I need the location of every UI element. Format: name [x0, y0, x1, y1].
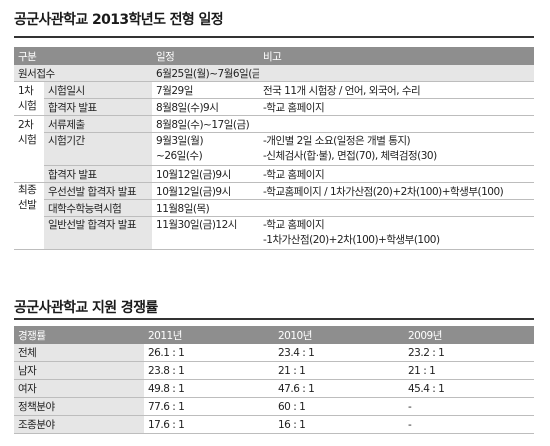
cell-2009: 21 : 1: [404, 361, 534, 380]
row-date: 10월12일(금)9시: [152, 182, 260, 200]
competition-table: 경쟁률 2011년 2010년 2009년 전체 26.1 : 1 23.4 :…: [14, 326, 534, 434]
row-item: 합격자 발표: [44, 98, 153, 116]
table-row: 조종분야 17.6 : 1 16 : 1 -: [14, 415, 534, 434]
cell-2010: 16 : 1: [274, 415, 404, 434]
group-line-2: 시험: [18, 99, 37, 112]
header-2009: 2009년: [404, 326, 534, 344]
group-line-1: 최종: [18, 184, 37, 196]
header-schedule: 일정: [152, 47, 260, 65]
competition-title-rule: [14, 318, 534, 320]
row-note: [259, 65, 535, 82]
row-date: 6월25일(월)~7월6일(금): [152, 65, 260, 82]
table-row: 정책분야 77.6 : 1 60 : 1 -: [14, 397, 534, 416]
table-row: 전체 26.1 : 1 23.4 : 1 23.2 : 1: [14, 344, 534, 362]
group-line-2: 선발: [18, 199, 37, 211]
cell-2009: -: [404, 415, 534, 434]
row-label: 여자: [14, 379, 144, 398]
cell-2010: 21 : 1: [274, 361, 404, 380]
table-row: 남자 23.8 : 1 21 : 1 21 : 1: [14, 361, 534, 380]
row-note: -학교 홈페이지: [259, 98, 535, 116]
table-row: 시험 시험기간 9월3일(월) ~26일(수) -개인별 2일 소요(일정은 개…: [14, 132, 535, 183]
row-date-multiline: 9월3일(월) ~26일(수): [152, 132, 260, 166]
row-note-multiline: -학교 홈페이지 -1차가산점(20)+2차(100)+학생부(100): [259, 216, 535, 250]
table-row: 원서접수 6월25일(월)~7월6일(금): [14, 65, 535, 82]
row-item: 일반선발 합격자 발표: [44, 216, 153, 250]
row-item: 우선선발 합격자 발표: [44, 182, 153, 200]
row-item: 합격자 발표: [44, 165, 153, 183]
group-label-final: 최종 선발: [14, 182, 44, 250]
header-category: 구분: [14, 47, 153, 65]
header-2011: 2011년: [144, 326, 274, 344]
competition-title: 공군사관학교 지원 경쟁률: [14, 300, 158, 316]
row-label: 전체: [14, 344, 144, 362]
table-row: 대학수학능력시험 11월8일(목): [14, 199, 535, 217]
row-note: -학교 홈페이지: [259, 165, 535, 183]
row-item: 시험기간: [44, 132, 153, 166]
note-line-1: -학교 홈페이지: [263, 219, 325, 231]
note-line-2: -신체검사(합·불), 면접(70), 체력검정(30): [263, 150, 437, 162]
competition-header-row: 경쟁률 2011년 2010년 2009년: [14, 326, 534, 344]
cell-2011: 49.8 : 1: [144, 379, 274, 398]
cell-2010: 23.4 : 1: [274, 344, 404, 362]
date-line-2: ~26일(수): [156, 150, 203, 162]
header-2010: 2010년: [274, 326, 404, 344]
table-row: 최종 선발 우선선발 합격자 발표 10월12일(금)9시 -학교홈페이지 / …: [14, 182, 535, 250]
row-label: 남자: [14, 361, 144, 380]
row-date: 11월30일(금)12시: [152, 216, 260, 250]
cell-2010: 60 : 1: [274, 397, 404, 416]
group-label-first-exam: 1차 시험: [14, 81, 44, 116]
cell-2011: 17.6 : 1: [144, 415, 274, 434]
group-line-1: 1차: [18, 84, 34, 97]
row-date: 8월8일(수)~17일(금): [152, 115, 260, 133]
row-item: 서류제출: [44, 115, 153, 133]
row-label: 정책분야: [14, 397, 144, 416]
row-note: [259, 199, 535, 217]
table-row: 1차 시험 시험일시 7월29일 전국 11개 시험장 / 언어, 외국어, 수…: [14, 81, 535, 116]
row-item: 대학수학능력시험: [44, 199, 153, 217]
header-note: 비고: [259, 47, 535, 65]
table-row: 합격자 발표 8월8일(수)9시 -학교 홈페이지: [14, 98, 535, 116]
note-line-2: -1차가산점(20)+2차(100)+학생부(100): [263, 234, 440, 246]
header-ratio: 경쟁률: [14, 326, 144, 344]
group-label-second-exam-bottom: 시험: [14, 132, 44, 183]
row-date: 10월12일(금)9시: [152, 165, 260, 183]
cell-2009: 23.2 : 1: [404, 344, 534, 362]
row-group-label: 원서접수: [14, 65, 153, 82]
cell-2010: 47.6 : 1: [274, 379, 404, 398]
row-label: 조종분야: [14, 415, 144, 434]
schedule-header-row: 구분 일정 비고: [14, 47, 535, 65]
row-note: 전국 11개 시험장 / 언어, 외국어, 수리: [259, 81, 535, 99]
date-line-1: 9월3일(월): [156, 135, 204, 147]
note-line-1: -개인별 2일 소요(일정은 개별 통지): [263, 135, 411, 147]
table-row: 합격자 발표 10월12일(금)9시 -학교 홈페이지: [14, 165, 535, 183]
row-note: [259, 115, 535, 133]
cell-2009: 45.4 : 1: [404, 379, 534, 398]
cell-2011: 23.8 : 1: [144, 361, 274, 380]
row-date: 7월29일: [152, 81, 260, 99]
row-item: 시험일시: [44, 81, 153, 99]
schedule-title-rule: [14, 36, 534, 38]
row-date: 11월8일(목): [152, 199, 260, 217]
cell-2011: 26.1 : 1: [144, 344, 274, 362]
row-note-multiline: -개인별 2일 소요(일정은 개별 통지) -신체검사(합·불), 면접(70)…: [259, 132, 535, 166]
cell-2009: -: [404, 397, 534, 416]
group-label-second-exam-top: 2차: [14, 115, 44, 133]
row-date: 8월8일(수)9시: [152, 98, 260, 116]
table-row: 2차 서류제출 8월8일(수)~17일(금): [14, 115, 535, 133]
cell-2011: 77.6 : 1: [144, 397, 274, 416]
row-note: -학교홈페이지 / 1차가산점(20)+2차(100)+학생부(100): [259, 182, 535, 200]
schedule-title: 공군사관학교 2013학년도 전형 일정: [14, 12, 224, 28]
table-row: 일반선발 합격자 발표 11월30일(금)12시 -학교 홈페이지 -1차가산점…: [14, 216, 535, 250]
table-row: 여자 49.8 : 1 47.6 : 1 45.4 : 1: [14, 379, 534, 398]
schedule-table: 구분 일정 비고 원서접수 6월25일(월)~7월6일(금) 1차 시험 시험일…: [14, 47, 535, 250]
